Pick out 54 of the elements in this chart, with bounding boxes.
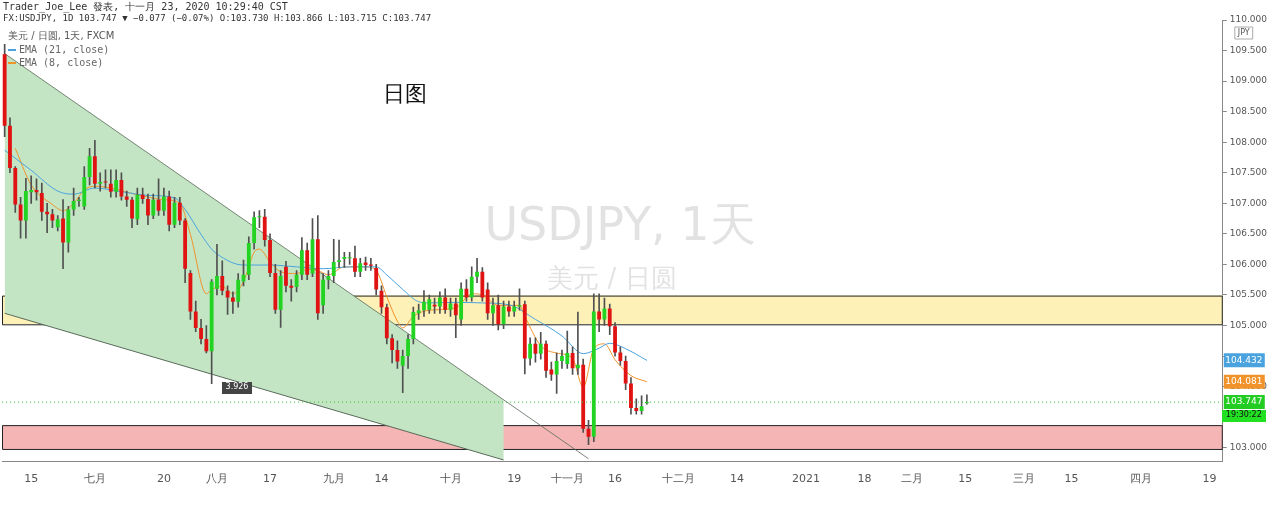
x-tick-label: 20: [156, 472, 171, 486]
y-tick-label: 109.500: [1229, 44, 1268, 55]
y-tick-label: 107.500: [1229, 167, 1268, 178]
y-tick-label: 106.000: [1229, 258, 1268, 269]
candlestick: [634, 398, 639, 415]
y-tick-label: 108.500: [1229, 106, 1268, 116]
chart-subtitle: FX:USDJPY, 1D 103.747 ▼ −0.077 (−0.07%) O:103.730 H:103.866 L:103.715 C:103.747: [3, 13, 432, 24]
x-tick-label: 15: [24, 472, 39, 486]
y-tick-label: 110.000: [1229, 14, 1268, 25]
candlestick: [368, 257, 373, 271]
x-tick-label: 十月: [439, 472, 462, 486]
candlestick: [124, 190, 129, 207]
x-tick-label: 14: [730, 472, 745, 486]
y-tick-label: 109.000: [1229, 75, 1268, 86]
x-tick-label: 19: [1202, 472, 1217, 486]
x-tick-label: 十一月: [550, 472, 584, 486]
x-tick-label: 七月: [83, 472, 106, 486]
y-tick-label: 106.500: [1229, 228, 1268, 239]
x-tick-label: 八月: [205, 472, 228, 486]
candlestick: [98, 172, 103, 192]
y-tick-label: 107.000: [1229, 197, 1268, 208]
x-tick-label: 15: [958, 472, 973, 486]
x-tick-label: 二月: [901, 472, 924, 486]
x-tick-label: 九月: [322, 472, 345, 486]
x-tick-label: 14: [374, 472, 389, 486]
candlestick: [597, 293, 602, 332]
candlestick: [400, 349, 405, 394]
x-tick-label: 2021: [792, 472, 821, 486]
x-tick-label: 17: [263, 472, 278, 486]
x-tick-label: 18: [857, 472, 872, 486]
candlestick: [230, 291, 235, 314]
y-tick-label: 103.000: [1229, 442, 1268, 453]
annotation: 3.926: [221, 382, 253, 394]
x-tick-label: 19: [507, 472, 522, 486]
text: 19:30:22: [1221, 410, 1266, 423]
y-tick-label: 105.000: [1229, 319, 1268, 330]
text: JPY: [1236, 28, 1250, 38]
candlestick: [337, 239, 341, 268]
x-tick-label: 15: [1064, 472, 1079, 486]
x-tick-label: 四月: [1129, 472, 1152, 486]
candlestick: [289, 279, 294, 302]
text: Trader_Joe_Lee 發表, 十一月 23, 2020 10:29:40 CST: [3, 0, 288, 13]
x-tick-label: 十二月: [662, 472, 696, 486]
annotation: 美元 / 日圆, 1天, FXCM: [8, 29, 115, 41]
y-tick-label: 108.000: [1229, 136, 1268, 147]
x-tick-label: 三月: [1012, 472, 1035, 486]
x-tick-label: 16: [608, 472, 623, 486]
y-tick-label: 105.500: [1229, 289, 1268, 300]
candlestick: [475, 257, 479, 284]
annotation: 104.432: [1225, 354, 1263, 365]
text: 日图: [383, 80, 427, 106]
legend-label: EMA (21, close): [19, 43, 110, 55]
legend-label: EMA (8, close): [19, 56, 104, 68]
ref-line-label: 103.747: [1225, 396, 1263, 407]
